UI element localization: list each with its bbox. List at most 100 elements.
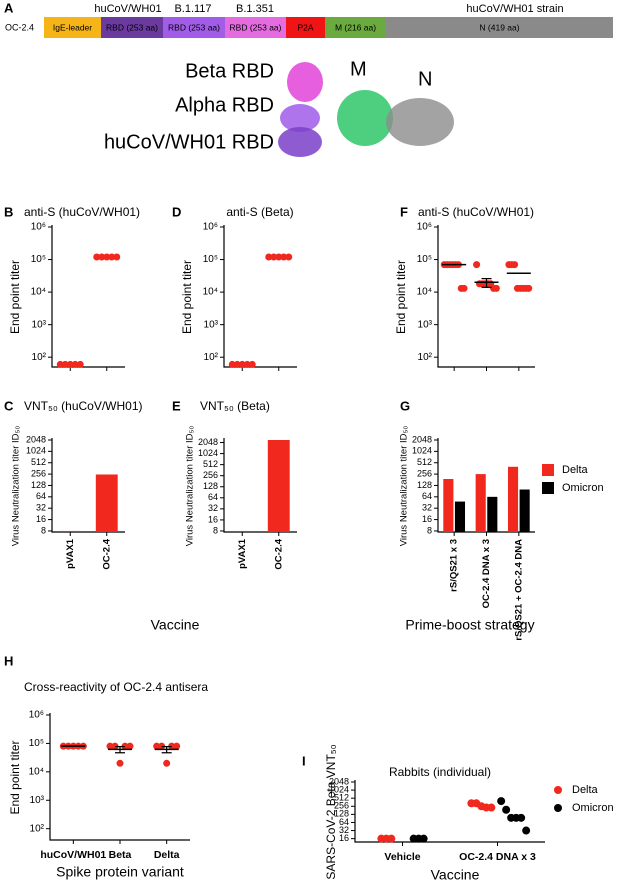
y-tick-label: 1024 [329,784,349,794]
y-tick-label: 10⁶ [417,222,432,233]
error-bar [115,746,125,754]
data-point [387,834,396,843]
y-axis-label: End point titer [8,260,22,334]
segment-label: RBD (253 aa) [168,22,220,32]
x-tick-label: OC-2.4 DNA x 3 [459,851,536,863]
segment-label: P2A [297,22,313,32]
y-tick-label: 32 [36,503,46,513]
y-tick-label: 10⁴ [29,766,44,777]
chart-title: Rabbits (individual) [389,765,491,779]
data-point [106,742,114,750]
y-tick-label: 10⁵ [29,738,44,749]
segment-label: IgE-leader [53,22,92,32]
y-tick-label: 8 [427,525,432,535]
y-tick-label: 2048 [412,434,432,444]
legend-label: Delta [572,784,599,796]
segment [44,17,101,38]
data-point [511,261,519,269]
bar [507,466,519,532]
panel-label: I [302,753,306,768]
construct-header: huCoV/WH01 [94,3,161,15]
y-tick-label: 256 [334,801,349,811]
bar [95,474,118,532]
y-tick-label: 8 [213,525,218,535]
y-axis-label: Virus Neutralization titer ID₅₀ [185,426,196,547]
x-tick-label: pVAX1 [237,538,248,569]
legend-swatch [542,464,554,476]
y-tick-label: 128 [31,480,46,490]
y-tick-label: 10² [30,823,45,834]
y-axis-label: SARS-CoV-2 Beta VNT₅₀ [324,744,338,879]
n-blob [386,98,454,146]
y-tick-label: 1024 [198,448,218,458]
data-point [285,253,293,261]
y-axis-label: End point titer [394,260,408,334]
data-point [275,253,283,261]
data-point [56,360,64,368]
axis [51,225,125,368]
bar [454,501,466,532]
y-tick-label: 64 [422,491,432,501]
data-point [153,742,161,750]
y-tick-label: 10⁵ [203,254,218,265]
y-tick-label: 16 [422,514,432,524]
data-point [525,284,533,292]
x-axis-label: Vaccine [431,867,480,883]
data-point [71,360,79,368]
y-tick-label: 10³ [418,319,433,330]
y-axis-label: Virus Neutralization titer ID₅₀ [399,426,410,547]
legend-label: Omicron [572,802,614,814]
y-tick-label: 16 [208,514,218,524]
bar [59,530,82,532]
panel-label: C [4,398,14,413]
y-tick-label: 512 [334,793,349,803]
y-tick-label: 10⁵ [417,254,432,265]
y-axis-label: End point titer [8,740,22,814]
data-point [61,360,69,368]
x-tick-label: rS/QS21 + OC-2.4 DNA [513,539,524,641]
y-tick-label: 10⁶ [29,710,44,721]
y-tick-label: 10⁴ [31,287,46,298]
legend-swatch [554,786,562,794]
segment [225,17,286,38]
x-tick-label: rS/QS21 x 3 [449,539,460,592]
y-tick-label: 128 [417,480,432,490]
segment-label: RBD (253 aa) [106,22,158,32]
data-point [243,360,251,368]
y-tick-label: 8 [41,525,46,535]
structure-label: huCoV/WH01 RBD [104,131,274,153]
y-tick-label: 10² [418,352,433,363]
y-tick-label: 32 [339,825,349,835]
panel-label: B [4,204,13,219]
y-tick-label: 512 [31,457,46,467]
panel-label: E [172,398,181,413]
segment [163,17,225,38]
y-tick-label: 32 [422,503,432,513]
chart-title: VNT₅₀ (huCoV/WH01) [24,399,143,413]
chart-title: Cross-reactivity of OC-2.4 antisera [24,680,208,694]
panel-label: A [4,0,14,15]
data-point [248,360,256,368]
y-tick-label: 2048 [198,437,218,447]
data-point [103,253,111,261]
axis [49,713,190,841]
segment [386,17,613,38]
chart-title: anti-S (huCoV/WH01) [24,205,140,219]
y-tick-label: 256 [203,470,218,480]
data-point [473,261,481,269]
bar [475,474,486,532]
data-point [460,284,468,292]
segment [325,17,386,38]
data-point [108,253,116,261]
segment [101,17,163,38]
y-tick-label: 256 [31,468,46,478]
data-point [228,360,236,368]
y-tick-label: 32 [208,503,218,513]
segment-label: N (419 aa) [479,22,519,32]
bar [443,478,454,532]
x-tick-label: OC-2.4 DNA x 3 [481,539,492,608]
y-tick-label: 10⁶ [203,222,218,233]
bar [519,489,530,532]
y-tick-label: 10⁶ [31,222,46,233]
